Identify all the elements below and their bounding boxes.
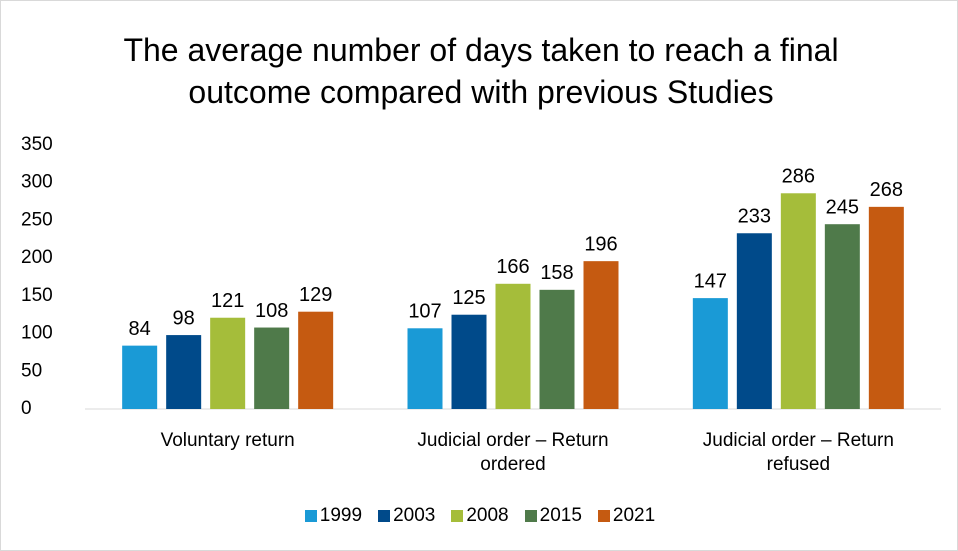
legend-swatch xyxy=(451,510,464,522)
legend-item: 2008 xyxy=(451,505,509,527)
y-tick-label: 100 xyxy=(21,323,53,344)
bar xyxy=(254,327,290,409)
legend-swatch xyxy=(524,510,537,522)
y-tick-label: 200 xyxy=(21,247,53,268)
bar xyxy=(407,328,443,409)
bar xyxy=(539,289,575,409)
bar xyxy=(166,335,202,409)
y-tick-label: 150 xyxy=(21,285,53,306)
data-label: 125 xyxy=(452,287,485,309)
y-tick-label: 250 xyxy=(21,209,53,230)
chart-title: The average number of days taken to reac… xyxy=(123,32,839,110)
data-label: 268 xyxy=(870,179,903,201)
data-label: 233 xyxy=(738,206,771,228)
legend-swatch xyxy=(304,510,317,522)
legend: 1999 2003 2008 2015 2021 xyxy=(1,505,957,527)
data-label: 121 xyxy=(211,290,244,312)
bar xyxy=(298,311,334,409)
bar xyxy=(210,317,246,409)
legend-item: 2015 xyxy=(524,505,582,527)
bar xyxy=(736,233,772,409)
legend-swatch xyxy=(597,510,610,522)
data-label: 196 xyxy=(584,233,617,255)
bar xyxy=(583,261,619,409)
bar xyxy=(780,193,816,409)
y-tick-label: 350 xyxy=(21,134,53,155)
data-label: 84 xyxy=(129,318,151,340)
bar xyxy=(451,314,487,409)
data-label: 129 xyxy=(299,284,332,306)
y-tick-label: 50 xyxy=(21,360,42,381)
data-label: 245 xyxy=(826,196,859,218)
bar xyxy=(824,224,860,409)
data-label: 147 xyxy=(694,270,727,292)
data-label: 286 xyxy=(782,166,815,188)
legend-label: 2003 xyxy=(393,505,436,526)
x-tick-label: Voluntary return xyxy=(160,430,295,451)
data-label: 166 xyxy=(496,256,529,278)
legend-label: 2021 xyxy=(612,505,656,526)
data-label: 98 xyxy=(173,307,195,329)
legend-item: 2003 xyxy=(378,505,435,527)
data-label: 107 xyxy=(408,301,441,323)
bar xyxy=(868,206,904,409)
legend-label: 1999 xyxy=(319,505,363,526)
bar xyxy=(692,298,728,409)
legend-label: 2008 xyxy=(466,505,509,526)
legend-swatch xyxy=(378,510,391,522)
y-tick-label: 300 xyxy=(21,172,53,193)
legend-label: 2015 xyxy=(539,505,582,526)
bar xyxy=(495,283,531,409)
data-label: 108 xyxy=(255,300,288,322)
data-label: 158 xyxy=(540,262,573,284)
x-tick-label: Judicial order – Return ordered xyxy=(417,430,609,475)
bar xyxy=(122,345,158,409)
x-tick-label: Judicial order – Return refused xyxy=(702,430,894,475)
legend-item: 2021 xyxy=(597,505,656,527)
y-tick-label: 0 xyxy=(21,398,32,419)
legend-item: 1999 xyxy=(304,505,363,527)
